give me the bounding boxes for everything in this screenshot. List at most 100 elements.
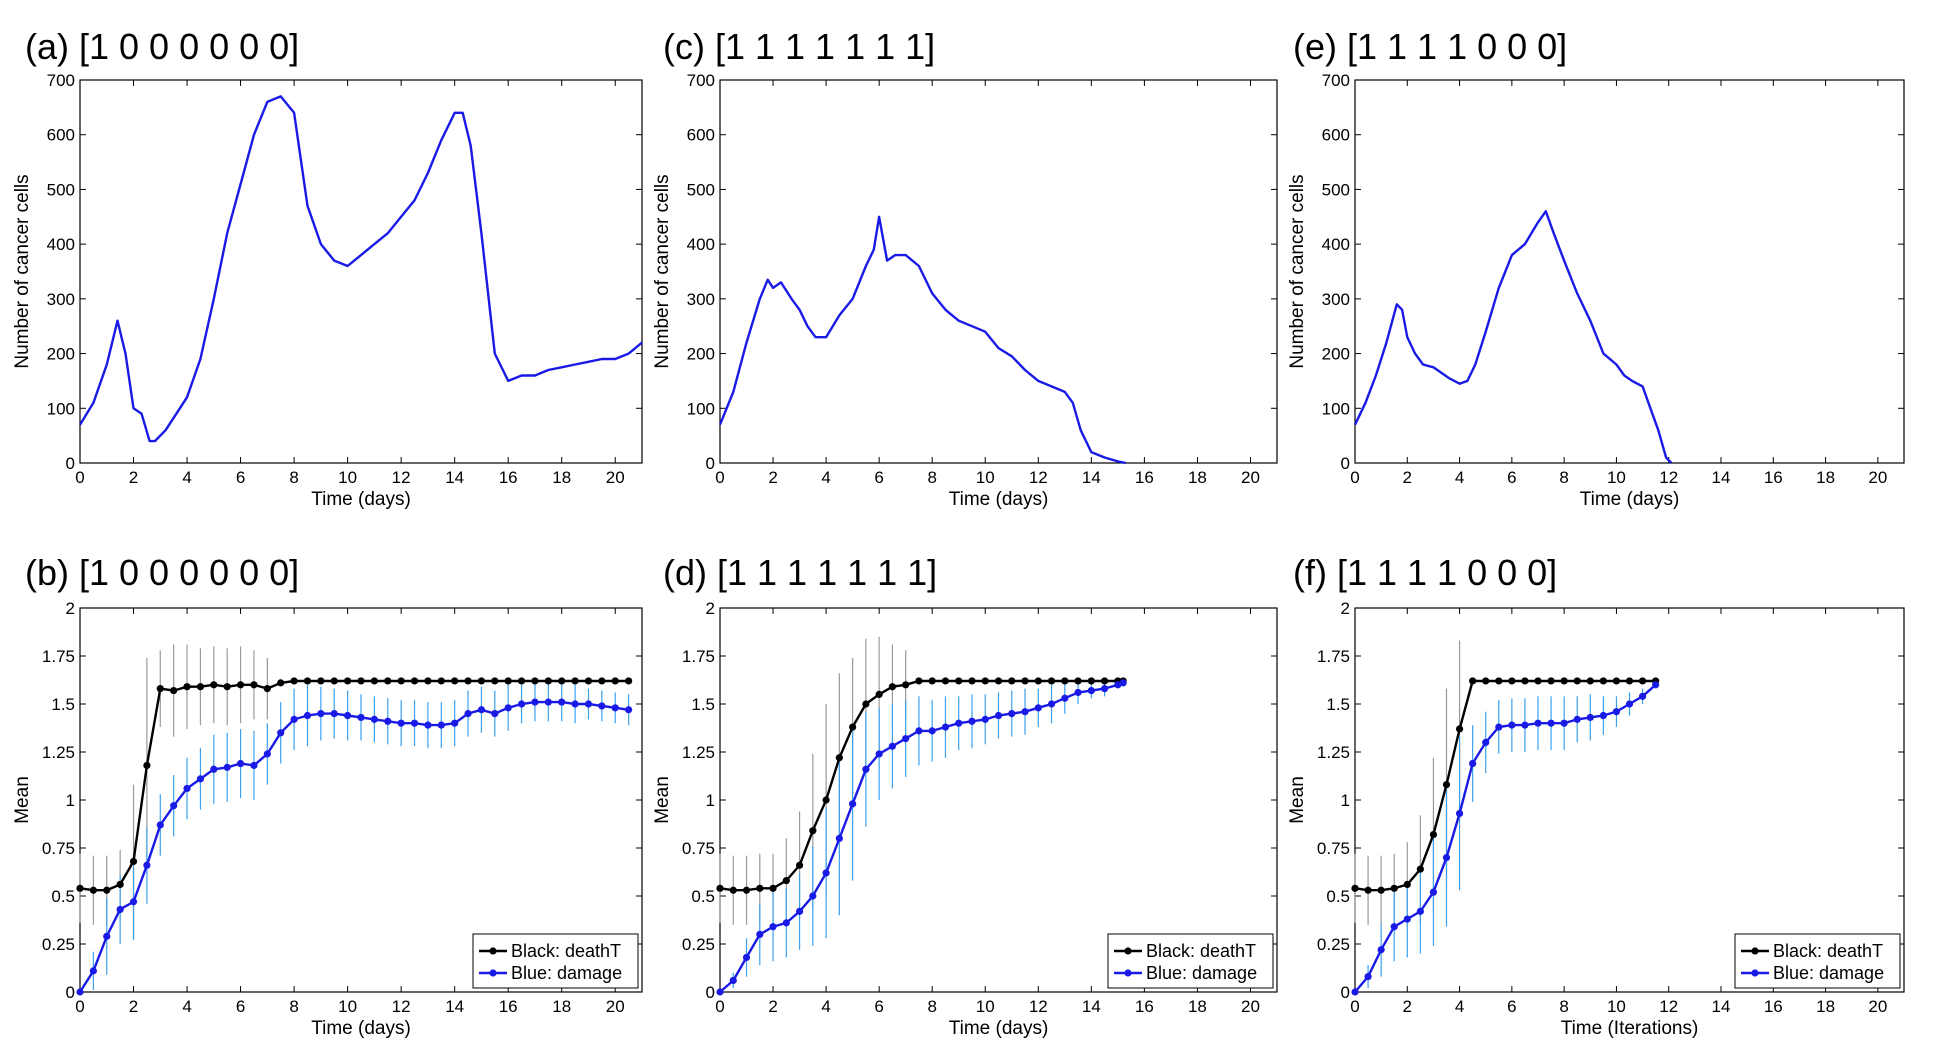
data-point-damage — [1586, 713, 1594, 722]
x-tick-label: 0 — [715, 468, 724, 487]
data-point-deathT — [103, 886, 111, 894]
data-point-damage — [517, 700, 526, 708]
x-tick-label: 6 — [874, 997, 883, 1016]
x-tick-label: 4 — [182, 468, 191, 487]
x-tick-label: 20 — [1241, 468, 1260, 487]
data-point-damage — [103, 932, 111, 940]
data-point-damage — [183, 784, 191, 793]
data-point-damage — [196, 775, 205, 783]
x-axis-label: Time (days) — [311, 1018, 411, 1039]
data-point-deathT — [1403, 880, 1411, 889]
data-point-damage — [941, 723, 950, 731]
x-tick-label: 10 — [1607, 468, 1626, 487]
data-point-damage — [994, 711, 1003, 720]
data-point-damage — [1560, 719, 1568, 727]
data-point-damage — [571, 700, 579, 708]
data-point-damage — [223, 763, 231, 771]
x-tick-label: 20 — [1241, 997, 1260, 1016]
data-point-damage — [250, 761, 258, 770]
data-point-damage — [782, 919, 790, 927]
data-point-damage — [1416, 907, 1424, 915]
data-point-damage — [795, 907, 804, 915]
data-point-deathT — [1612, 677, 1621, 685]
data-point-damage — [1008, 710, 1016, 718]
x-tick-label: 18 — [1188, 468, 1207, 487]
y-tick-label: 0.75 — [1317, 839, 1350, 858]
y-tick-label: 0.75 — [682, 839, 715, 858]
series-line-deathT — [79, 679, 629, 892]
y-tick-label: 1.25 — [682, 743, 715, 762]
data-point-deathT — [1021, 677, 1029, 685]
data-point-deathT — [236, 681, 245, 689]
y-axis-label: Number of cancer cells — [652, 174, 673, 368]
data-point-damage — [981, 715, 989, 723]
y-tick-label: 0 — [706, 983, 715, 1002]
data-point-damage — [558, 698, 566, 706]
data-point-damage — [397, 719, 405, 727]
data-point-deathT — [1390, 884, 1398, 892]
data-point-deathT — [451, 677, 459, 685]
x-tick-label: 14 — [1712, 468, 1731, 487]
legend-marker-damage — [1124, 969, 1132, 977]
legend-marker-deathT — [1124, 947, 1132, 955]
data-point-damage — [1521, 721, 1529, 729]
x-tick-label: 16 — [499, 468, 518, 487]
y-tick-label: 0.25 — [42, 935, 75, 954]
y-tick-label: 0.5 — [691, 887, 715, 906]
y-tick-label: 0 — [1341, 983, 1350, 1002]
plot-area — [1354, 79, 1905, 464]
data-point-deathT — [849, 723, 857, 731]
data-point-damage — [451, 719, 459, 727]
data-point-deathT — [558, 677, 566, 685]
y-tick-label: 500 — [1322, 180, 1350, 199]
data-point-damage — [384, 717, 392, 725]
x-tick-label: 14 — [1082, 468, 1101, 487]
data-point-damage — [504, 704, 512, 712]
panel-c-title: (c) [1 1 1 1 1 1 1] — [663, 26, 935, 67]
y-tick-label: 1.5 — [691, 695, 715, 714]
y-tick-label: 2 — [1341, 599, 1350, 618]
y-tick-label: 1 — [66, 791, 75, 810]
data-point-deathT — [1469, 677, 1477, 685]
x-tick-label: 12 — [1659, 468, 1678, 487]
data-point-deathT — [303, 677, 312, 685]
x-tick-label: 18 — [1188, 997, 1207, 1016]
x-tick-label: 2 — [768, 468, 777, 487]
data-point-deathT — [981, 677, 989, 685]
data-point-deathT — [397, 677, 405, 685]
x-tick-label: 8 — [289, 997, 298, 1016]
x-tick-label: 6 — [874, 468, 883, 487]
x-tick-label: 8 — [1559, 468, 1568, 487]
y-tick-label: 1 — [706, 791, 715, 810]
y-tick-label: 100 — [687, 399, 715, 418]
y-tick-label: 1.25 — [42, 743, 75, 762]
panel-e: (e) [1 1 1 1 0 0 0] 0 2 4 6 8 10 12 14 16 18 20010… — [1287, 26, 1905, 510]
y-axis-label: Mean — [12, 776, 33, 824]
data-point-damage — [89, 967, 97, 975]
data-point-deathT — [902, 681, 910, 689]
data-point-deathT — [370, 677, 378, 685]
y-axis-label: Number of cancer cells — [1287, 174, 1308, 368]
data-point-damage — [344, 711, 352, 720]
data-point-deathT — [1625, 677, 1634, 685]
x-tick-label: 12 — [392, 468, 411, 487]
x-tick-label: 2 — [768, 997, 777, 1016]
series-line-cancer-cells — [718, 215, 1127, 465]
data-point-deathT — [143, 761, 151, 770]
plot-area — [79, 79, 643, 464]
legend-label-deathT: Black: deathT — [1773, 941, 1883, 961]
data-point-deathT — [1364, 886, 1372, 894]
data-point-deathT — [1351, 884, 1359, 892]
data-point-deathT — [1586, 677, 1594, 685]
legend-marker-damage — [1751, 969, 1759, 977]
x-tick-label: 10 — [976, 468, 995, 487]
data-point-damage — [1638, 692, 1647, 700]
y-tick-label: 200 — [1322, 345, 1350, 364]
data-point-damage — [370, 715, 378, 723]
plot-area — [719, 79, 1278, 464]
data-point-damage — [170, 802, 178, 810]
y-tick-label: 300 — [47, 290, 75, 309]
data-point-damage — [1377, 946, 1385, 954]
data-point-damage — [1429, 888, 1438, 896]
